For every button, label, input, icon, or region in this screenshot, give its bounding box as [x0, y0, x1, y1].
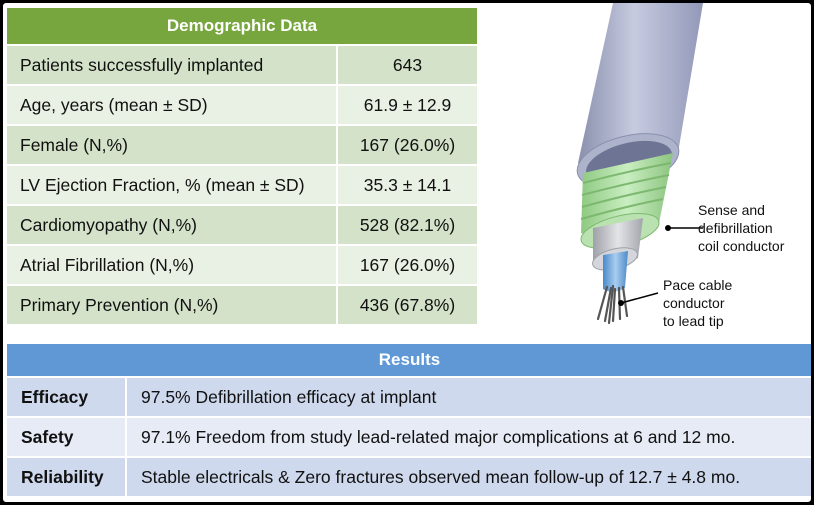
callout-line: Sense and: [698, 202, 765, 218]
row-value: 167 (26.0%): [338, 126, 477, 164]
callout-line: to lead tip: [663, 313, 724, 329]
row-label: Atrial Fibrillation (N,%): [7, 246, 336, 284]
row-label: Primary Prevention (N,%): [7, 286, 336, 324]
callout-line: coil conductor: [698, 238, 785, 254]
pace-cable-callout: Pace cable conductor to lead tip: [663, 276, 732, 330]
table-row: Safety 97.1% Freedom from study lead-rel…: [7, 418, 811, 456]
row-value: 643: [338, 46, 477, 84]
coil-conductor-callout: Sense and defibrillation coil conductor: [698, 201, 784, 255]
result-value: 97.5% Defibrillation efficacy at implant: [127, 378, 811, 416]
row-label: Age, years (mean ± SD): [7, 86, 336, 124]
table-row: Patients successfully implanted 643: [7, 46, 477, 84]
row-value: 61.9 ± 12.9: [338, 86, 477, 124]
row-value: 436 (67.8%): [338, 286, 477, 324]
row-value: 167 (26.0%): [338, 246, 477, 284]
demographic-title: Demographic Data: [7, 8, 477, 44]
table-row: Female (N,%) 167 (26.0%): [7, 126, 477, 164]
results-title: Results: [7, 344, 811, 376]
result-key: Safety: [7, 418, 125, 456]
callout-line: defibrillation: [698, 220, 773, 236]
row-value: 35.3 ± 14.1: [338, 166, 477, 204]
row-label: Cardiomyopathy (N,%): [7, 206, 336, 244]
row-value: 528 (82.1%): [338, 206, 477, 244]
result-key: Efficacy: [7, 378, 125, 416]
results-table: Results Efficacy 97.5% Defibrillation ef…: [7, 344, 811, 496]
result-key: Reliability: [7, 458, 125, 496]
lead-illustration: Sense and defibrillation coil conductor …: [543, 3, 811, 343]
table-row: LV Ejection Fraction, % (mean ± SD) 35.3…: [7, 166, 477, 204]
row-label: LV Ejection Fraction, % (mean ± SD): [7, 166, 336, 204]
table-row: Reliability Stable electricals & Zero fr…: [7, 458, 811, 496]
result-value: Stable electricals & Zero fractures obse…: [127, 458, 811, 496]
callout-line: conductor: [663, 295, 725, 311]
table-row: Efficacy 97.5% Defibrillation efficacy a…: [7, 378, 811, 416]
table-row: Atrial Fibrillation (N,%) 167 (26.0%): [7, 246, 477, 284]
callout-line: Pace cable: [663, 277, 733, 293]
lead-cross-section-image: [576, 3, 703, 325]
table-row: Age, years (mean ± SD) 61.9 ± 12.9: [7, 86, 477, 124]
result-value: 97.1% Freedom from study lead-related ma…: [127, 418, 811, 456]
table-row: Primary Prevention (N,%) 436 (67.8%): [7, 286, 477, 324]
row-label: Female (N,%): [7, 126, 336, 164]
demographic-table: Demographic Data Patients successfully i…: [7, 8, 477, 324]
table-row: Cardiomyopathy (N,%) 528 (82.1%): [7, 206, 477, 244]
row-label: Patients successfully implanted: [7, 46, 336, 84]
